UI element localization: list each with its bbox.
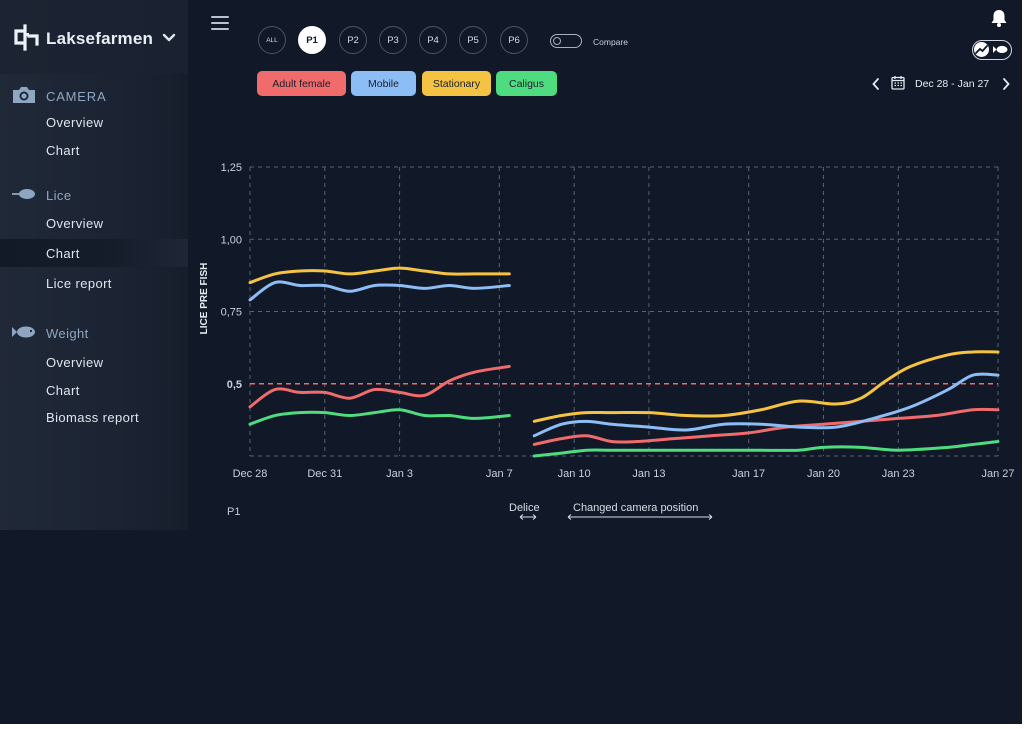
- sidebar-item-weight-chart[interactable]: Chart: [0, 376, 188, 404]
- double-arrow-icon: [519, 514, 537, 520]
- x-tick-label: Jan 23: [882, 468, 915, 480]
- filter-chip-mobile[interactable]: Mobile: [351, 71, 416, 96]
- sidebar-item-label: Overview: [46, 216, 104, 231]
- x-tick-label: Jan 13: [632, 468, 665, 480]
- x-tick-label: Jan 10: [558, 468, 591, 480]
- series-line-adult-female: [532, 407, 1000, 446]
- filter-chip-adult-female[interactable]: Adult female: [257, 71, 346, 96]
- sidebar-item-label: Chart: [46, 246, 80, 261]
- sidebar-item-label: Biomass report: [46, 410, 140, 425]
- y-tick-label: 0,5: [227, 379, 242, 391]
- brand-header[interactable]: Laksefarmen: [0, 0, 188, 74]
- sidebar-section-label: CAMERA: [46, 89, 107, 104]
- y-tick-label: 1,00: [221, 234, 242, 246]
- series-line-caligus: [248, 408, 511, 426]
- chevron-left-icon[interactable]: [871, 77, 881, 91]
- sidebar-item-label: Lice report: [46, 276, 112, 291]
- series-line-mobile: [248, 280, 511, 302]
- double-arrow-icon: [567, 514, 713, 520]
- sidebar-section-lice: Lice: [0, 183, 188, 209]
- sidebar-item-camera-overview[interactable]: Overview: [0, 108, 188, 136]
- trend-icon: [974, 42, 989, 57]
- sidebar-item-label: Overview: [46, 355, 104, 370]
- series-line-stationary: [248, 266, 511, 285]
- pen-label: P1: [227, 506, 241, 518]
- annotation-delice: Delice: [509, 502, 540, 514]
- sidebar-item-label: Overview: [46, 115, 104, 130]
- x-tick-label: Jan 17: [732, 468, 765, 480]
- main-content: ALL P1 P2 P3 P4 P5 P6 Compare Adult fema…: [188, 0, 1022, 724]
- lice-chart: 1,25 1,00 0,75 0,5 Dec 28 Dec 31 Jan 3 Jan 7 Jan…: [199, 162, 1015, 480]
- calendar-icon[interactable]: [891, 75, 905, 90]
- sidebar-item-camera-chart[interactable]: Chart: [0, 136, 188, 164]
- pen-button-p2[interactable]: P2: [339, 26, 367, 54]
- y-tick-label: 1,25: [221, 162, 242, 174]
- sidebar-item-label: Chart: [46, 383, 80, 398]
- annotation-changed-camera-position: Changed camera position: [573, 502, 699, 514]
- x-tick-label: Jan 7: [486, 468, 513, 480]
- pen-button-p4[interactable]: P4: [419, 26, 447, 54]
- sidebar-section-label: Lice: [46, 188, 72, 203]
- sidebar-item-biomass-report[interactable]: Biomass report: [0, 403, 188, 431]
- sidebar-section-weight: Weight: [0, 321, 188, 347]
- compare-toggle[interactable]: [550, 34, 582, 48]
- sidebar-section-camera: CAMERA: [0, 84, 188, 110]
- x-tick-label: Jan 3: [386, 468, 413, 480]
- x-tick-label: Jan 20: [807, 468, 840, 480]
- x-tick-label: Dec 31: [307, 468, 342, 480]
- x-tick-label: Jan 27: [981, 468, 1014, 480]
- view-mode-toggle[interactable]: [972, 40, 1012, 60]
- filter-chip-caligus[interactable]: Caligus: [496, 71, 557, 96]
- chevron-right-icon[interactable]: [1001, 77, 1011, 91]
- brand-name: Laksefarmen: [46, 29, 154, 48]
- x-tick-label: Dec 28: [233, 468, 268, 480]
- sidebar-item-weight-overview[interactable]: Overview: [0, 348, 188, 376]
- y-tick-label: 0,75: [221, 307, 242, 319]
- sidebar: Laksefarmen CAMERA Overview Chart: [0, 0, 188, 530]
- pen-button-all[interactable]: ALL: [258, 26, 286, 54]
- sidebar-item-label: Chart: [46, 143, 80, 158]
- sidebar-item-lice-overview[interactable]: Overview: [0, 209, 188, 237]
- sidebar-item-lice-report[interactable]: Lice report: [0, 269, 188, 297]
- compare-label: Compare: [593, 37, 628, 47]
- series-line-adult-female: [248, 364, 511, 409]
- pen-button-p1[interactable]: P1: [298, 26, 326, 54]
- camera-icon: [13, 87, 35, 103]
- sidebar-item-lice-chart[interactable]: Chart: [0, 239, 188, 267]
- pen-button-p5[interactable]: P5: [459, 26, 487, 54]
- bell-icon[interactable]: [989, 8, 1009, 28]
- pen-button-p3[interactable]: P3: [379, 26, 407, 54]
- fish-icon: [12, 326, 35, 338]
- laksefarmen-logo-icon: [14, 24, 39, 51]
- date-range-label[interactable]: Dec 28 - Jan 27: [915, 78, 990, 90]
- series-line-mobile: [532, 372, 1000, 438]
- sidebar-section-label: Weight: [46, 326, 89, 341]
- lice-icon: [12, 189, 35, 199]
- series-line-caligus: [532, 440, 1000, 458]
- menu-icon[interactable]: [211, 16, 229, 32]
- filter-chip-stationary[interactable]: Stationary: [422, 71, 491, 96]
- fish-icon: [993, 45, 1008, 54]
- pen-button-p6[interactable]: P6: [500, 26, 528, 54]
- series-line-stationary: [532, 350, 1000, 423]
- chevron-down-icon[interactable]: [162, 33, 176, 43]
- y-axis-label: LICE PRE FISH: [199, 263, 210, 335]
